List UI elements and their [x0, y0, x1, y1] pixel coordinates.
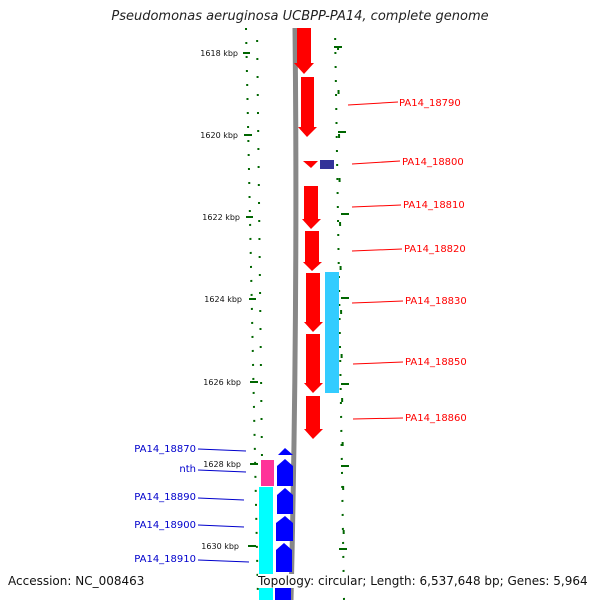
- gene-label-pa14-18910[interactable]: PA14_18910: [134, 554, 196, 565]
- gene-arrow-nth[interactable]: [277, 459, 293, 486]
- tick-label: 1630 kbp: [201, 542, 239, 551]
- genome-title: Pseudomonas aeruginosa UCBPP-PA14, compl…: [111, 9, 489, 24]
- scale-ticks: 1618 kbp 1620 kbp 1622 kbp 1624 kbp 1626…: [200, 49, 258, 551]
- gene-label-pa14-18830[interactable]: PA14_18830: [405, 296, 467, 307]
- genome-backbone: [288, 27, 299, 600]
- gene-arrow-pa14-18850[interactable]: [304, 334, 323, 393]
- left-outer-dots: [245, 27, 259, 600]
- gene-arrow-pa14-18890[interactable]: [277, 488, 293, 514]
- tick-label: 1628 kbp: [203, 460, 241, 469]
- right-scale-marks: [334, 46, 349, 550]
- gene-label-pa14-18890[interactable]: PA14_18890: [134, 492, 196, 503]
- gene-arrow-pa14-18860[interactable]: [304, 396, 323, 439]
- right-inner-dots: [334, 27, 345, 600]
- gene-label-pa14-18860[interactable]: PA14_18860: [405, 413, 467, 424]
- gene-arrow-pa14-18780[interactable]: [294, 28, 314, 74]
- gene-label-pa14-18810[interactable]: PA14_18810: [403, 200, 465, 211]
- gene-label-pa14-18790[interactable]: PA14_18790: [399, 98, 461, 109]
- small-feature-block[interactable]: [320, 160, 334, 169]
- gene-arrow-pa14-18900[interactable]: [276, 516, 293, 541]
- dotted-guides: [245, 27, 345, 600]
- left-inner-dots: [256, 27, 263, 461]
- gene-arrow-pa14-18800[interactable]: [303, 161, 318, 168]
- reverse-strand-genes: [294, 28, 323, 439]
- gene-arrow-pa14-18810[interactable]: [302, 186, 321, 229]
- gene-arrow-pa14-18870[interactable]: [278, 448, 293, 455]
- gene-label-nth[interactable]: nth: [179, 464, 196, 475]
- tick-label: 1618 kbp: [200, 49, 238, 58]
- cds-block-magenta[interactable]: [261, 460, 274, 486]
- right-gene-labels: PA14_18790 PA14_18800 PA14_18810 PA14_18…: [347, 98, 467, 424]
- gene-arrow-pa14-18790[interactable]: [298, 77, 317, 137]
- gene-label-pa14-18800[interactable]: PA14_18800: [402, 157, 464, 168]
- tick-label: 1626 kbp: [203, 378, 241, 387]
- gene-arrow-pa14-18830[interactable]: [304, 273, 323, 332]
- accession-text: Accession: NC_008463: [8, 574, 145, 588]
- gene-arrow-pa14-18820[interactable]: [303, 231, 322, 271]
- tick-label: 1622 kbp: [202, 213, 240, 222]
- topology-text: Topology: circular; Length: 6,537,648 bp…: [258, 574, 588, 588]
- gene-label-pa14-18900[interactable]: PA14_18900: [134, 520, 196, 531]
- gene-arrow-pa14-18910[interactable]: [276, 543, 292, 572]
- tick-label: 1620 kbp: [200, 131, 238, 140]
- gene-label-pa14-18870[interactable]: PA14_18870: [134, 444, 196, 455]
- tick-label: 1624 kbp: [204, 295, 242, 304]
- left-gene-labels: PA14_18870 nth PA14_18890 PA14_18900 PA1…: [134, 444, 250, 565]
- cds-block-cyan[interactable]: [259, 487, 273, 600]
- gene-label-pa14-18820[interactable]: PA14_18820: [404, 244, 466, 255]
- cds-block-light-blue[interactable]: [325, 272, 339, 393]
- gene-label-pa14-18850[interactable]: PA14_18850: [405, 357, 467, 368]
